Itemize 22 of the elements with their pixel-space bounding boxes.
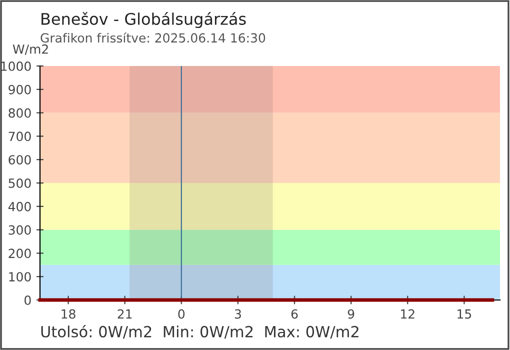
y-tick-label: 600 — [8, 155, 31, 165]
y-axis-title: W/m2 — [12, 44, 48, 55]
y-tick-label: 800 — [8, 108, 31, 118]
y-tick-label: 200 — [8, 248, 31, 258]
x-tick-label: 18 — [62, 309, 76, 319]
y-tick-label: 700 — [8, 132, 31, 142]
y-tick-label: 0 — [24, 295, 31, 305]
x-tick-label: 9 — [348, 309, 354, 319]
text: Utolsó: 0W/m2 Min: 0W/m2 Max: 0W/m2 — [41, 324, 358, 339]
x-tick-label: 15 — [458, 309, 472, 319]
y-tick-label: 400 — [8, 202, 31, 212]
chart-title: Benešov - Globálsugárzás — [42, 12, 246, 28]
chart-subtitle: Grafikon frissítve: 2025.06.14 16:30 — [40, 32, 266, 43]
x-tick-label: 0 — [178, 309, 185, 319]
y-tick-label: 900 — [8, 84, 31, 94]
x-tick-label: 3 — [234, 309, 241, 319]
x-tick-label: 6 — [291, 309, 298, 319]
x-tick-label: 21 — [118, 309, 132, 319]
y-tick-label: 100 — [9, 272, 31, 282]
y-tick-label: 300 — [8, 225, 31, 235]
x-tick-label: 12 — [401, 309, 414, 319]
y-tick-label: 500 — [8, 178, 31, 188]
